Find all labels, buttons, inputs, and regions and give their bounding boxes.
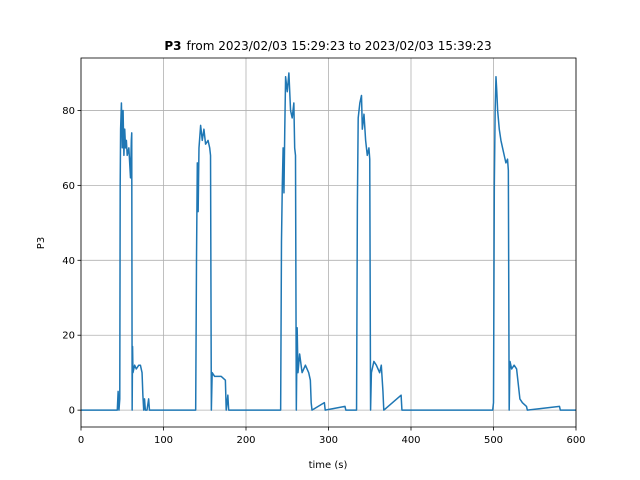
x-tick-label: 200 bbox=[236, 435, 255, 446]
x-tick-label: 500 bbox=[484, 435, 503, 446]
x-tick-label: 300 bbox=[319, 435, 338, 446]
x-tick-label: 600 bbox=[566, 435, 585, 446]
x-axis-label: time (s) bbox=[309, 460, 348, 471]
y-axis-label: P3 bbox=[36, 237, 47, 249]
x-tick-label: 0 bbox=[78, 435, 84, 446]
title-bold: P3 bbox=[164, 39, 181, 53]
y-tick-label: 20 bbox=[62, 331, 75, 342]
y-tick-label: 40 bbox=[62, 256, 75, 267]
plot-frame bbox=[80, 57, 577, 428]
title-text: from 2023/02/03 15:29:23 to 2023/02/03 1… bbox=[186, 39, 491, 53]
y-tick-label: 80 bbox=[62, 106, 75, 117]
y-tick-label: 60 bbox=[62, 181, 75, 192]
x-tick-label: 400 bbox=[401, 435, 420, 446]
x-tick-label: 100 bbox=[154, 435, 173, 446]
chart-title: P3 from 2023/02/03 15:29:23 to 2023/02/03… bbox=[164, 39, 491, 53]
y-tick-label: 0 bbox=[69, 406, 75, 417]
data-line bbox=[81, 72, 576, 411]
